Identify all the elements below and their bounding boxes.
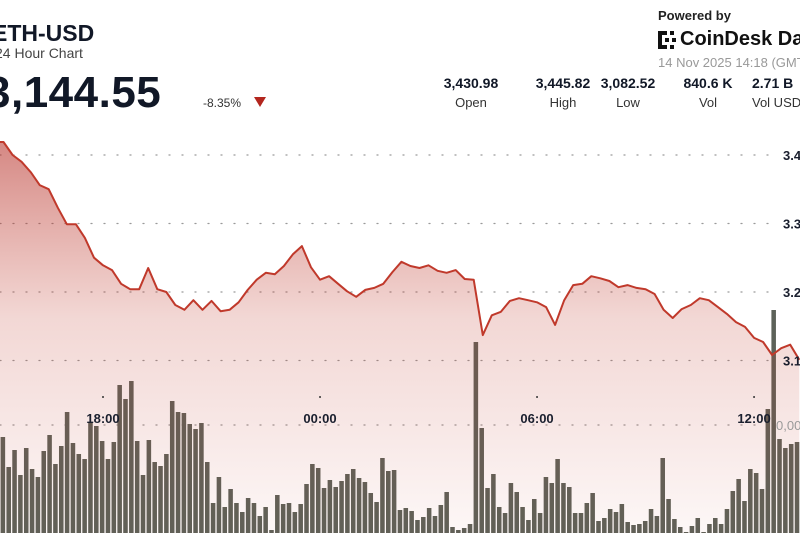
stat-value: 3,430.98	[443, 75, 499, 91]
stat-vol-usd: 2.71 B Vol USD	[752, 75, 800, 110]
coindesk-logo[interactable]: CoinDesk Data	[658, 28, 800, 51]
stat-open: 3,430.98 Open	[431, 75, 511, 110]
stat-value: 840.6 K	[683, 75, 733, 91]
stat-value: 3,082.52	[600, 75, 656, 91]
stat-value: 3,445.82	[535, 75, 591, 91]
down-arrow-icon	[254, 97, 266, 107]
x-tick-label: 18:00	[86, 411, 119, 426]
coindesk-logo-icon	[658, 30, 676, 49]
x-tick-label: 06:00	[520, 411, 553, 426]
price-line	[0, 141, 800, 361]
volume-tick-label: 0,00	[776, 418, 800, 433]
x-tick-label: 12:00	[737, 411, 770, 426]
price-change: -8.35%	[203, 96, 242, 110]
stat-label: Vol	[698, 95, 718, 110]
x-tick-mark	[536, 396, 539, 398]
stat-label: High	[549, 95, 577, 110]
stat-high: 3,445.82 High	[523, 75, 603, 110]
y-tick-label: 3.3	[783, 216, 800, 231]
chart-subtitle: 24 Hour Chart	[0, 45, 83, 61]
y-tick-label: 3.4	[783, 148, 800, 163]
current-price: 3,144.55	[0, 68, 162, 117]
x-tick-mark	[319, 396, 322, 398]
timestamp: 14 Nov 2025 14:18 (GMT)	[658, 55, 800, 70]
stat-value: 2.71 B	[752, 75, 794, 91]
stat-label: Vol USD	[752, 95, 800, 110]
stat-low: 3,082.52 Low	[588, 75, 668, 110]
y-axis-labels: 3.4 3.3 3.2 3.1 0,00	[776, 148, 800, 433]
powered-by-label: Powered by	[658, 8, 731, 23]
price-area	[0, 142, 800, 533]
y-tick-label: 3.1	[783, 353, 800, 368]
chart-title: ETH-USD	[0, 20, 95, 46]
stat-vol: 840.6 K Vol	[668, 75, 748, 110]
x-axis-labels: 18:00 00:00 06:00 12:00	[86, 396, 771, 426]
x-tick-mark	[753, 396, 756, 398]
x-tick-label: 00:00	[303, 411, 336, 426]
y-tick-label: 3.2	[783, 285, 800, 300]
stat-label: Open	[455, 95, 487, 110]
logo-text: CoinDesk Data	[680, 28, 800, 50]
stat-label: Low	[616, 95, 640, 110]
x-tick-mark	[102, 396, 104, 398]
